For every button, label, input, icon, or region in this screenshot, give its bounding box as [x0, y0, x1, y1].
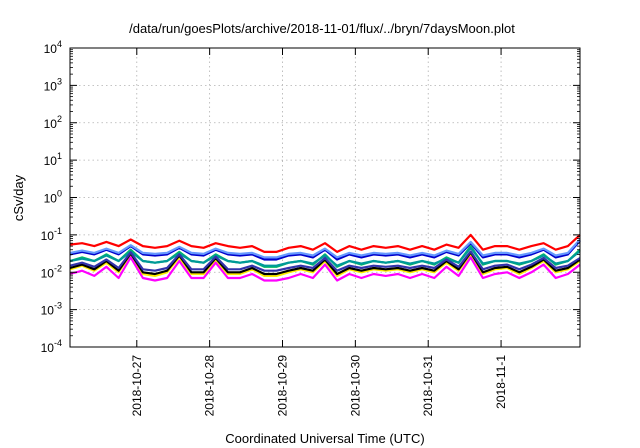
x-tick-label: 2018-10-31 — [421, 355, 435, 417]
y-tick-label: 103 — [44, 76, 62, 93]
chart-title: /data/run/goesPlots/archive/2018-11-01/f… — [129, 21, 515, 36]
x-tick-label: 2018-10-28 — [203, 355, 217, 417]
series-line-3 — [69, 238, 581, 259]
x-tick-label: 2018-10-27 — [130, 355, 144, 417]
x-axis-label: Coordinated Universal Time (UTC) — [225, 431, 424, 446]
y-tick-label: 102 — [44, 114, 62, 131]
series-line-8 — [69, 250, 581, 272]
series-line-9 — [69, 256, 581, 282]
y-tick-label: 10-4 — [41, 338, 62, 355]
series-group — [69, 233, 581, 282]
x-tick-label: 2018-10-29 — [276, 355, 290, 417]
y-tick-label: 10-2 — [41, 263, 62, 280]
y-tick-label: 100 — [44, 189, 62, 206]
y-axis: 10-4 10-3 10-2 10-1 100 101 102 103 104 — [41, 39, 580, 355]
grid — [70, 48, 580, 347]
series-line-5 — [69, 246, 581, 267]
x-axis: 2018-10-27 2018-10-28 2018-10-29 2018-10-30… — [130, 48, 508, 416]
x-tick-label: 2018-11-1 — [494, 355, 508, 409]
series-line-1 — [69, 233, 581, 253]
y-tick-label: 101 — [44, 151, 62, 168]
y-tick-label: 10-3 — [41, 301, 62, 318]
y-axis-label: cSv/day — [11, 174, 26, 221]
y-tick-label: 10-1 — [41, 226, 62, 243]
x-tick-label: 2018-10-30 — [348, 355, 362, 417]
y-tick-label: 104 — [44, 39, 62, 56]
